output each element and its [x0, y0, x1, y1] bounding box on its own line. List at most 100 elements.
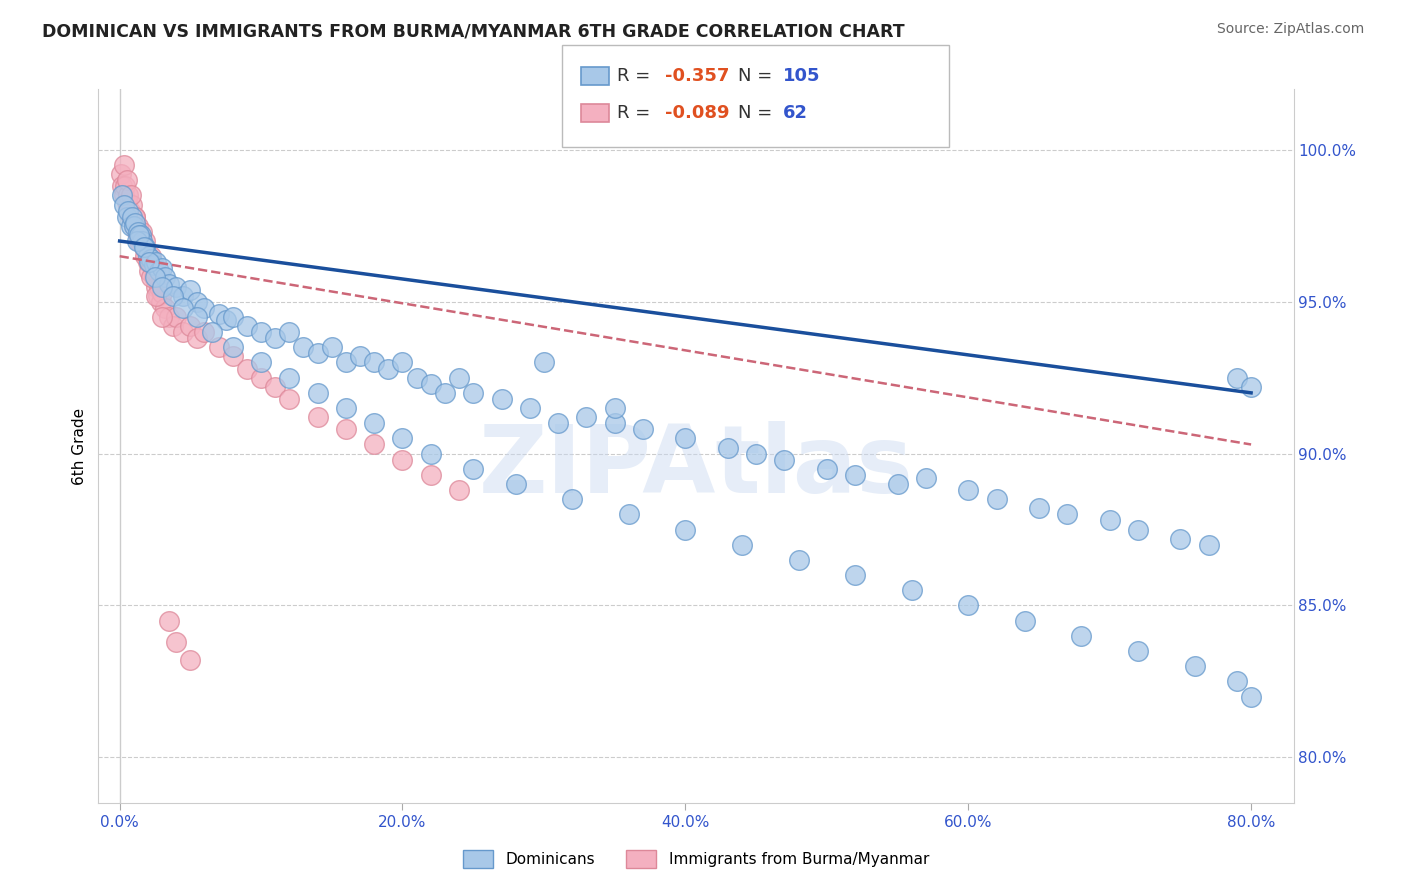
Point: [148, 279, 170, 293]
Point: [363, 355, 385, 369]
Point: [136, 255, 159, 269]
Text: R =: R =: [617, 67, 657, 85]
Point: [186, 310, 208, 324]
Point: [117, 188, 139, 202]
Point: [193, 301, 215, 315]
Point: [236, 319, 259, 334]
Point: [547, 416, 569, 430]
Point: [145, 279, 167, 293]
Point: [463, 385, 485, 400]
Point: [139, 270, 162, 285]
Point: [117, 203, 139, 218]
Point: [200, 325, 222, 339]
Text: ZIPAtlas: ZIPAtlas: [478, 421, 914, 514]
Point: [1170, 532, 1192, 546]
Point: [363, 416, 385, 430]
Legend: Dominicans, Immigrants from Burma/Myanmar: Dominicans, Immigrants from Burma/Myanma…: [457, 844, 935, 873]
Point: [519, 401, 541, 415]
Point: [136, 249, 159, 263]
Point: [115, 210, 138, 224]
Point: [186, 331, 208, 345]
Point: [278, 325, 301, 339]
Text: R =: R =: [617, 104, 657, 122]
Point: [134, 240, 156, 254]
Point: [120, 210, 142, 224]
Point: [433, 385, 456, 400]
Point: [957, 483, 980, 497]
Point: [150, 261, 173, 276]
Point: [127, 225, 149, 239]
Point: [419, 447, 441, 461]
Point: [112, 197, 135, 211]
Point: [125, 234, 148, 248]
Point: [129, 234, 152, 248]
Point: [307, 385, 329, 400]
Point: [307, 346, 329, 360]
Point: [815, 462, 838, 476]
Point: [157, 277, 180, 291]
Point: [787, 553, 810, 567]
Point: [631, 422, 654, 436]
Point: [150, 310, 173, 324]
Point: [321, 340, 343, 354]
Text: 105: 105: [783, 67, 821, 85]
Point: [745, 447, 768, 461]
Point: [391, 431, 413, 445]
Point: [110, 167, 132, 181]
Point: [118, 203, 141, 218]
Point: [1198, 538, 1220, 552]
Point: [165, 635, 187, 649]
Point: [112, 188, 135, 202]
Point: [236, 361, 259, 376]
Point: [1184, 659, 1206, 673]
Point: [335, 401, 357, 415]
Point: [111, 179, 134, 194]
Point: [886, 477, 908, 491]
Point: [278, 370, 301, 384]
Point: [179, 283, 201, 297]
Point: [186, 294, 208, 309]
Point: [264, 331, 287, 345]
Point: [132, 240, 155, 254]
Point: [131, 225, 153, 239]
Point: [124, 210, 146, 224]
Point: [1028, 501, 1050, 516]
Text: -0.357: -0.357: [665, 67, 730, 85]
Point: [142, 270, 165, 285]
Point: [250, 370, 273, 384]
Point: [131, 234, 153, 248]
Text: Source: ZipAtlas.com: Source: ZipAtlas.com: [1216, 22, 1364, 37]
Y-axis label: 6th Grade: 6th Grade: [72, 408, 87, 484]
Point: [150, 285, 173, 300]
Point: [141, 258, 163, 272]
Point: [731, 538, 754, 552]
Point: [222, 310, 245, 324]
Point: [419, 376, 441, 391]
Point: [112, 158, 135, 172]
Point: [122, 219, 145, 233]
Point: [844, 568, 866, 582]
Point: [172, 288, 194, 302]
Point: [673, 431, 696, 445]
Point: [603, 416, 626, 430]
Point: [153, 301, 176, 315]
Point: [128, 234, 150, 248]
Point: [120, 219, 142, 233]
Point: [449, 483, 471, 497]
Point: [377, 361, 399, 376]
Point: [505, 477, 527, 491]
Point: [292, 340, 315, 354]
Point: [208, 340, 231, 354]
Point: [124, 210, 146, 224]
Point: [179, 653, 201, 667]
Text: -0.089: -0.089: [665, 104, 730, 122]
Point: [139, 252, 162, 267]
Point: [139, 249, 162, 263]
Point: [1014, 614, 1036, 628]
Point: [172, 301, 194, 315]
Point: [278, 392, 301, 406]
Point: [121, 197, 143, 211]
Point: [157, 614, 180, 628]
Point: [335, 355, 357, 369]
Point: [129, 227, 152, 242]
